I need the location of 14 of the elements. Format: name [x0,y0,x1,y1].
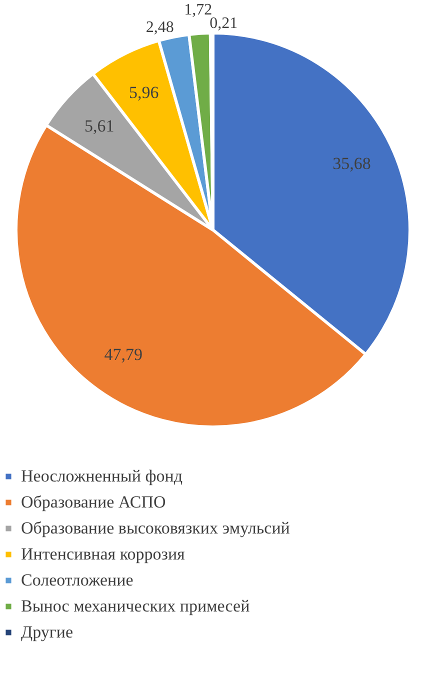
data-label: 1,72 [184,2,212,19]
legend-label: Образование высоковязких эмульсий [21,518,290,538]
data-label: 5,96 [128,82,159,102]
data-label: 5,61 [84,116,114,136]
data-label: 2,48 [146,19,174,36]
legend-label: Другие [21,622,73,642]
data-label: 0,21 [210,15,238,32]
data-label: 47,79 [104,344,143,364]
legend-label: Интенсивная коррозия [21,544,186,564]
legend-label: Вынос механических примесей [21,596,250,616]
legend-label: Неосложненный фонд [21,466,183,486]
legend-label: Солеотложение [21,570,134,590]
legend-label: Образование АСПО [21,492,166,512]
data-label: 35,68 [332,154,371,174]
